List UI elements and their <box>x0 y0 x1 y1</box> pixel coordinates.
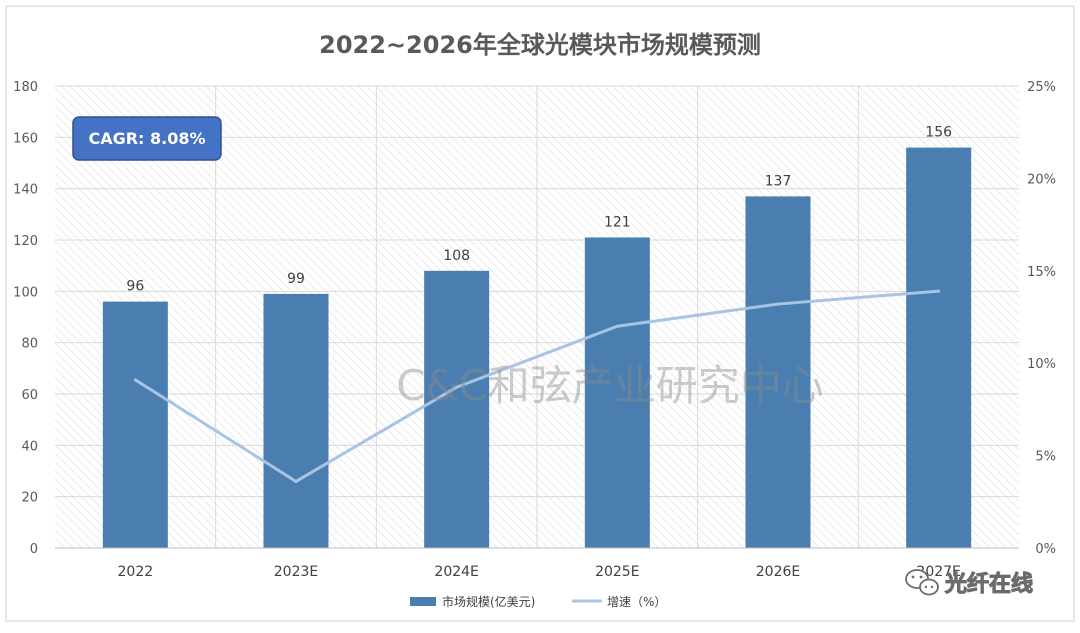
data-label: 137 <box>765 173 792 189</box>
y-left-tick-label: 20 <box>21 491 38 506</box>
brand-mark: 光纤在线 <box>905 569 1034 598</box>
y-left-tick-label: 160 <box>13 131 38 146</box>
bars-layer <box>102 147 972 548</box>
y-right-tick-label: 0% <box>1035 542 1056 557</box>
bar <box>102 301 168 548</box>
y-right-tick-label: 20% <box>1027 172 1056 187</box>
x-tick-label: 2025E <box>595 564 639 580</box>
y-left-tick-label: 60 <box>21 388 38 403</box>
y-right-tick-label: 5% <box>1035 450 1056 465</box>
bar <box>424 270 490 548</box>
growth-point <box>294 479 298 483</box>
bar <box>906 147 972 548</box>
grid-layer <box>55 85 1019 549</box>
cagr-annotation: CAGR: 8.08% <box>72 116 222 161</box>
watermark-text: C&C和弦产业研究中心 <box>396 361 823 410</box>
legend-swatch-bar <box>410 597 436 606</box>
bar <box>745 196 811 548</box>
x-tick-label: 2026E <box>756 564 800 580</box>
y-left-tick-label: 40 <box>21 439 38 454</box>
brand-text: 光纤在线 <box>944 571 1033 597</box>
growth-point <box>615 324 619 328</box>
chart-title: 2022~2026年全球光模块市场规模预测 <box>319 31 761 59</box>
growth-point <box>133 378 137 382</box>
data-label: 121 <box>604 214 631 230</box>
bar <box>263 293 329 548</box>
x-tick-label: 2023E <box>274 564 318 580</box>
data-label: 108 <box>443 248 470 264</box>
line-layer <box>133 289 941 483</box>
y-left-tick-label: 0 <box>30 542 38 557</box>
bar <box>584 237 650 548</box>
legend-label-bar: 市场规模(亿美元) <box>442 594 535 609</box>
y-left-tick-label: 80 <box>21 337 38 352</box>
growth-line <box>134 289 939 483</box>
legend: 市场规模(亿美元) 增速（%） <box>410 594 666 609</box>
growth-point <box>937 289 941 293</box>
y-left-tick-label: 180 <box>13 80 38 95</box>
cagr-box <box>72 116 222 161</box>
labels-layer: 96 99 108 121 137 156 <box>126 125 952 295</box>
y-right-tick-label: 10% <box>1027 357 1056 372</box>
growth-point <box>455 385 459 389</box>
data-label: 99 <box>287 271 305 287</box>
data-label: 96 <box>126 279 144 295</box>
y-left-tick-label: 140 <box>13 183 38 198</box>
growth-point <box>776 302 780 306</box>
y-right-tick-label: 15% <box>1027 265 1056 280</box>
y-left-tick-label: 120 <box>13 234 38 249</box>
x-tick-label: 2022 <box>118 564 154 580</box>
y-left-tick-label: 100 <box>13 285 38 300</box>
wechat-icon <box>905 569 939 596</box>
x-tick-label: 2024E <box>434 564 478 580</box>
cagr-label: CAGR: 8.08% <box>88 129 205 148</box>
axes-layer: 0 20 40 60 80 100 120 140 160 180 0% 5% 10% 15% 20% 25%… <box>13 80 1056 580</box>
y-right-tick-label: 25% <box>1027 80 1056 95</box>
data-label: 156 <box>925 125 952 141</box>
legend-label-line: 增速（%） <box>607 595 666 609</box>
